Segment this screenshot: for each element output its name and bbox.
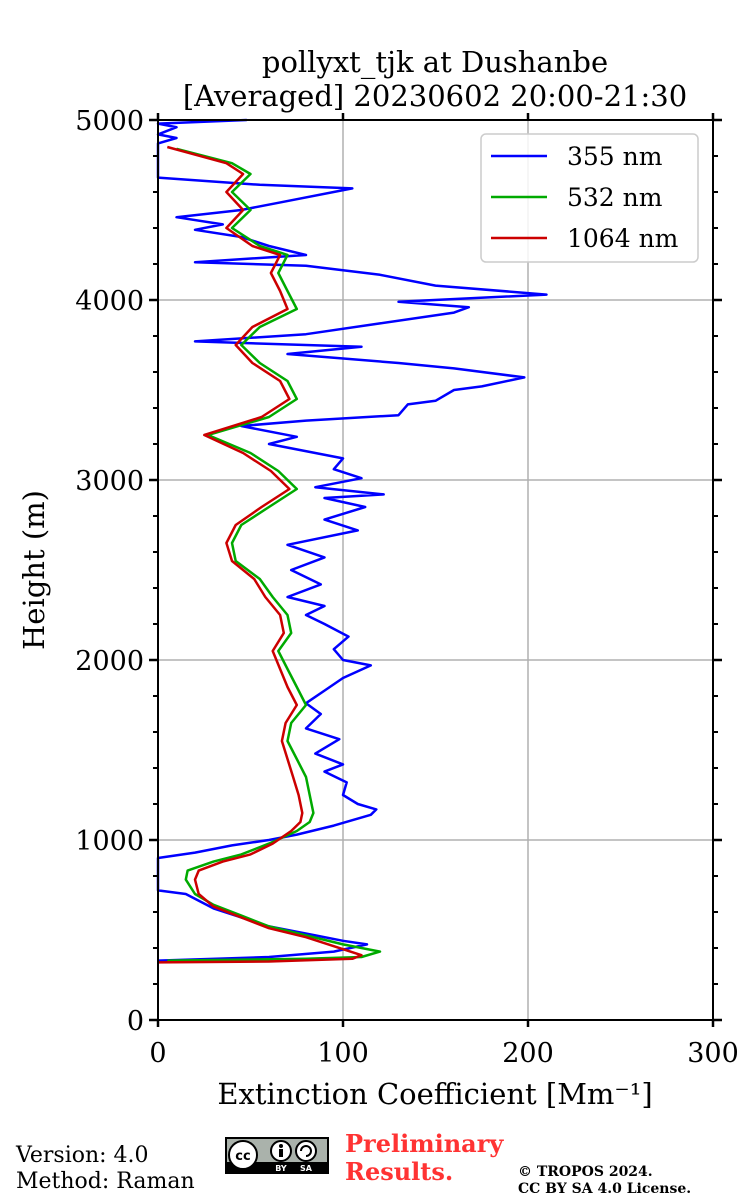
legend-label: 355 nm [567, 142, 663, 171]
legend: 355 nm 532 nm 1064 nm [480, 133, 699, 263]
axis-ticks [149, 113, 722, 1027]
copyright-line2: CC BY SA 4.0 License. [518, 1181, 691, 1197]
plot-frame [157, 119, 714, 1021]
preliminary-text-line2: Results. [345, 1157, 453, 1186]
series-line-532-nm [167, 147, 382, 962]
legend-label: 532 nm [567, 183, 663, 212]
legend-box [480, 133, 699, 263]
y-tick-label: 4000 [75, 286, 144, 317]
method-text: Method: Raman [16, 1169, 195, 1194]
cc-license-badge: cc BY SA [225, 1137, 329, 1174]
series-line-1064-nm [157, 145, 363, 964]
svg-text:BY: BY [275, 1164, 287, 1173]
x-tick-label: 0 [149, 1038, 166, 1069]
x-tick-labels: 0 100 200 300 [149, 1038, 738, 1069]
x-tick-label: 200 [502, 1038, 554, 1069]
chart-title-line1: pollyxt_tjk at Dushanbe [262, 45, 608, 80]
cc-icon [228, 1140, 258, 1170]
y-tick-label: 2000 [75, 646, 144, 677]
y-tick-label: 3000 [75, 466, 144, 497]
svg-text:SA: SA [300, 1164, 313, 1173]
y-tick-label: 1000 [75, 826, 144, 857]
y-tick-label: 5000 [75, 106, 144, 137]
copyright-line1: © TROPOS 2024. [518, 1164, 653, 1180]
y-tick-label: 0 [127, 1006, 144, 1037]
version-text: Version: 4.0 [15, 1143, 149, 1168]
y-tick-labels: 0 1000 2000 3000 4000 5000 [75, 106, 144, 1037]
y-axis-label: Height (m) [17, 490, 51, 650]
chart-title-line2: [Averaged] 20230602 20:00-21:30 [183, 79, 687, 113]
preliminary-text-line1: Preliminary [345, 1129, 504, 1158]
x-tick-label: 100 [317, 1038, 369, 1069]
svg-text:cc: cc [235, 1149, 250, 1164]
legend-label: 1064 nm [567, 224, 679, 253]
share-alike-icon [295, 1140, 317, 1162]
series-line-355-nm [156, 118, 548, 962]
x-axis-label: Extinction Coefficient [Mm⁻¹] [217, 1077, 652, 1111]
x-tick-label: 300 [687, 1038, 739, 1069]
series-lines [156, 118, 548, 964]
